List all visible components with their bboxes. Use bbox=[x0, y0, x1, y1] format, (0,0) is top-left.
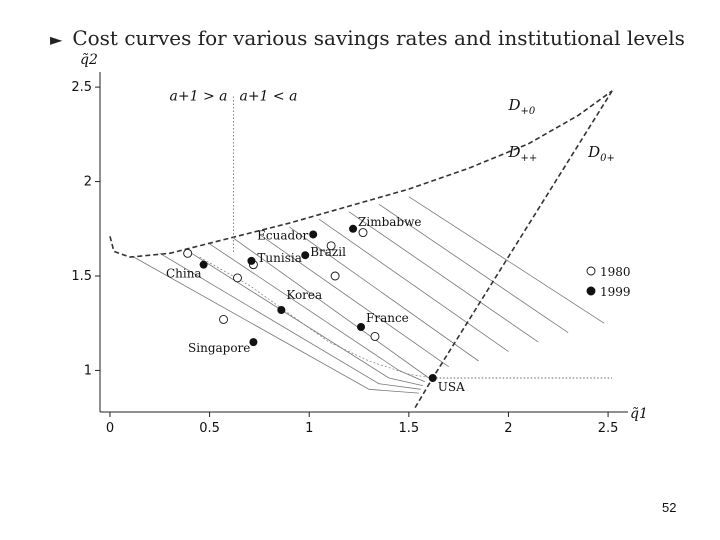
point-1999-ecuador bbox=[309, 230, 318, 239]
x-tick-label-0: 0 bbox=[106, 421, 114, 436]
y-tick-label-2.5: 2.5 bbox=[71, 80, 92, 95]
legend-marker-1999 bbox=[586, 286, 596, 296]
country-label-zimbabwe: Zimbabwe bbox=[358, 215, 421, 229]
point-1980-1 bbox=[183, 248, 193, 258]
point-1999-usa bbox=[428, 374, 437, 382]
region-label-1: D+0 bbox=[507, 96, 535, 117]
point-1980-4 bbox=[326, 241, 336, 251]
page-number: 52 bbox=[662, 500, 677, 515]
cost-curve-8 bbox=[318, 218, 509, 352]
cost-curve-11 bbox=[408, 196, 605, 324]
country-label-brazil: Brazil bbox=[310, 245, 346, 259]
x-tick-label-2.5: 2.5 bbox=[598, 421, 619, 436]
region-label-2: D++ bbox=[507, 143, 537, 164]
country-label-france: France bbox=[366, 311, 409, 325]
slide-title: ► Cost curves for various savings rates a… bbox=[50, 26, 685, 50]
cost-curve-4 bbox=[209, 243, 425, 383]
point-1980-5 bbox=[330, 271, 340, 281]
country-label-singapore: Singapore bbox=[188, 341, 250, 355]
legend-marker-1980 bbox=[586, 266, 596, 276]
points-group bbox=[183, 224, 437, 382]
labels-group: D+0 D++ D0+ a+1 > a a+1 < a Zimbabwe Ecuador Tu… bbox=[166, 89, 631, 394]
point-1999-zimbabwe bbox=[349, 224, 358, 233]
point-1999-brazil bbox=[301, 251, 310, 260]
country-label-usa: USA bbox=[438, 380, 465, 394]
x-tick-label-1.5: 1.5 bbox=[398, 421, 419, 436]
cost-curve-6 bbox=[259, 234, 449, 368]
point-1980-7 bbox=[370, 331, 380, 341]
country-label-ecuador: Ecuador bbox=[257, 228, 308, 242]
cost-curve-10 bbox=[378, 203, 569, 334]
axes-group: 0 0.5 1 1.5 2 2.5 1 1.5 2 2.5 q̃2 q̃1 bbox=[71, 52, 648, 436]
legend-label-1999: 1999 bbox=[600, 285, 631, 299]
cost-curve-2 bbox=[159, 252, 421, 390]
boundary-d-plus-zero bbox=[109, 90, 613, 258]
x-axis-label: q̃1 bbox=[630, 406, 648, 422]
point-1999-france bbox=[357, 323, 366, 331]
y-axis-label: q̃2 bbox=[80, 52, 98, 68]
cost-curve-7 bbox=[289, 226, 479, 362]
cost-curve-3 bbox=[185, 249, 423, 386]
y-tick-label-1.5: 1.5 bbox=[71, 269, 92, 284]
region-label-3: D0+ bbox=[587, 143, 615, 164]
country-label-tunisia: Tunisia bbox=[257, 251, 301, 265]
slide-title-text: Cost curves for various savings rates an… bbox=[72, 26, 685, 50]
bullet-triangle-icon: ► bbox=[50, 30, 63, 49]
country-label-korea: Korea bbox=[286, 288, 322, 302]
x-tick-label-2: 2 bbox=[504, 421, 512, 436]
cost-curve-1 bbox=[133, 256, 419, 394]
cost-curves-group bbox=[109, 90, 613, 409]
point-1980-2 bbox=[233, 273, 242, 283]
country-label-china: China bbox=[166, 267, 202, 281]
threshold-label-right: a+1 < a bbox=[239, 89, 297, 105]
boundary-d-zero-plus bbox=[414, 90, 613, 409]
cost-curve-9 bbox=[348, 211, 539, 343]
cost-curve-5 bbox=[233, 237, 430, 379]
threshold-label-left: a+1 > a bbox=[170, 89, 228, 105]
point-1980-8 bbox=[219, 314, 228, 324]
point-1999-singapore bbox=[249, 338, 258, 347]
x-tick-label-1: 1 bbox=[305, 421, 313, 436]
y-tick-label-1: 1 bbox=[84, 363, 92, 378]
legend-label-1980: 1980 bbox=[600, 265, 631, 279]
point-1999-korea bbox=[277, 306, 286, 314]
point-1980-6 bbox=[358, 228, 368, 238]
y-tick-label-2: 2 bbox=[84, 175, 92, 190]
usa-cost-curve-dotted bbox=[199, 256, 433, 379]
point-1999-tunisia bbox=[247, 256, 256, 265]
x-tick-label-0.5: 0.5 bbox=[199, 421, 220, 436]
point-1999-china bbox=[199, 260, 208, 269]
